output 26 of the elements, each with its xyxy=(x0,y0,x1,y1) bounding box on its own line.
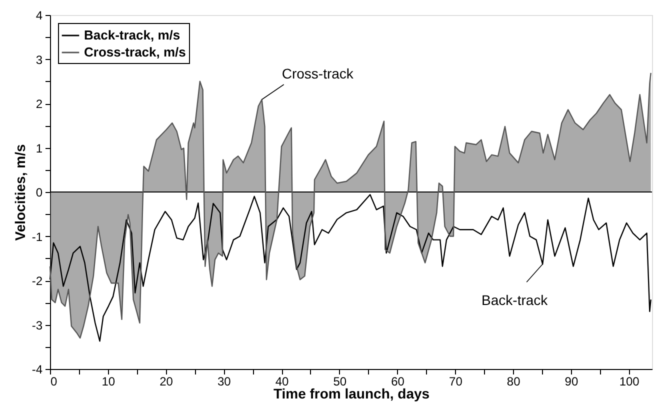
x-tick-label: 90 xyxy=(564,374,578,388)
y-tick-label: 1 xyxy=(36,141,43,156)
y-axis-title: Velocities, m/s xyxy=(12,144,28,241)
y-tick-label: 2 xyxy=(36,97,43,111)
annotation: Cross-track xyxy=(282,66,354,82)
x-tick-label: 40 xyxy=(275,374,290,388)
x-tick-label: 80 xyxy=(506,374,521,388)
x-axis-title: Time from launch, days xyxy=(273,386,430,402)
x-tick-label: 100 xyxy=(619,374,640,388)
x-tick-label: 0 xyxy=(50,374,58,388)
x-tick-label: 30 xyxy=(217,374,232,388)
x-tick-label: 70 xyxy=(449,374,463,388)
y-tick-label: -1 xyxy=(32,230,43,244)
y-tick-label: 3 xyxy=(36,52,43,67)
x-tick-label: 60 xyxy=(391,374,405,388)
y-tick-label: 4 xyxy=(36,8,43,22)
y-tick-label: -2 xyxy=(32,274,43,288)
y-tick-label: -3 xyxy=(32,318,43,332)
x-tick-label: 50 xyxy=(333,374,347,388)
x-tick-label: 10 xyxy=(102,374,116,388)
y-tick-label: 0 xyxy=(36,186,43,200)
legend-label: Cross-track, m/s xyxy=(84,44,186,60)
annotation: Back-track xyxy=(482,292,549,308)
y-tick-label: -4 xyxy=(32,362,43,376)
x-tick-label: 20 xyxy=(160,374,174,388)
legend-label: Back-track, m/s xyxy=(84,28,180,42)
